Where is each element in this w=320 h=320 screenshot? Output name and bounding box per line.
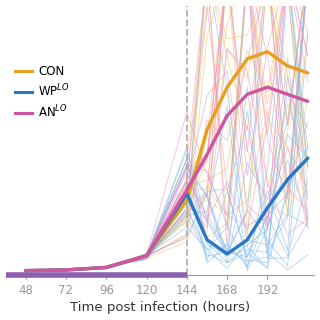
Legend: CON, WP$^{LO}$, AN$^{LO}$: CON, WP$^{LO}$, AN$^{LO}$ [14, 65, 70, 120]
X-axis label: Time post infection (hours): Time post infection (hours) [70, 301, 250, 315]
